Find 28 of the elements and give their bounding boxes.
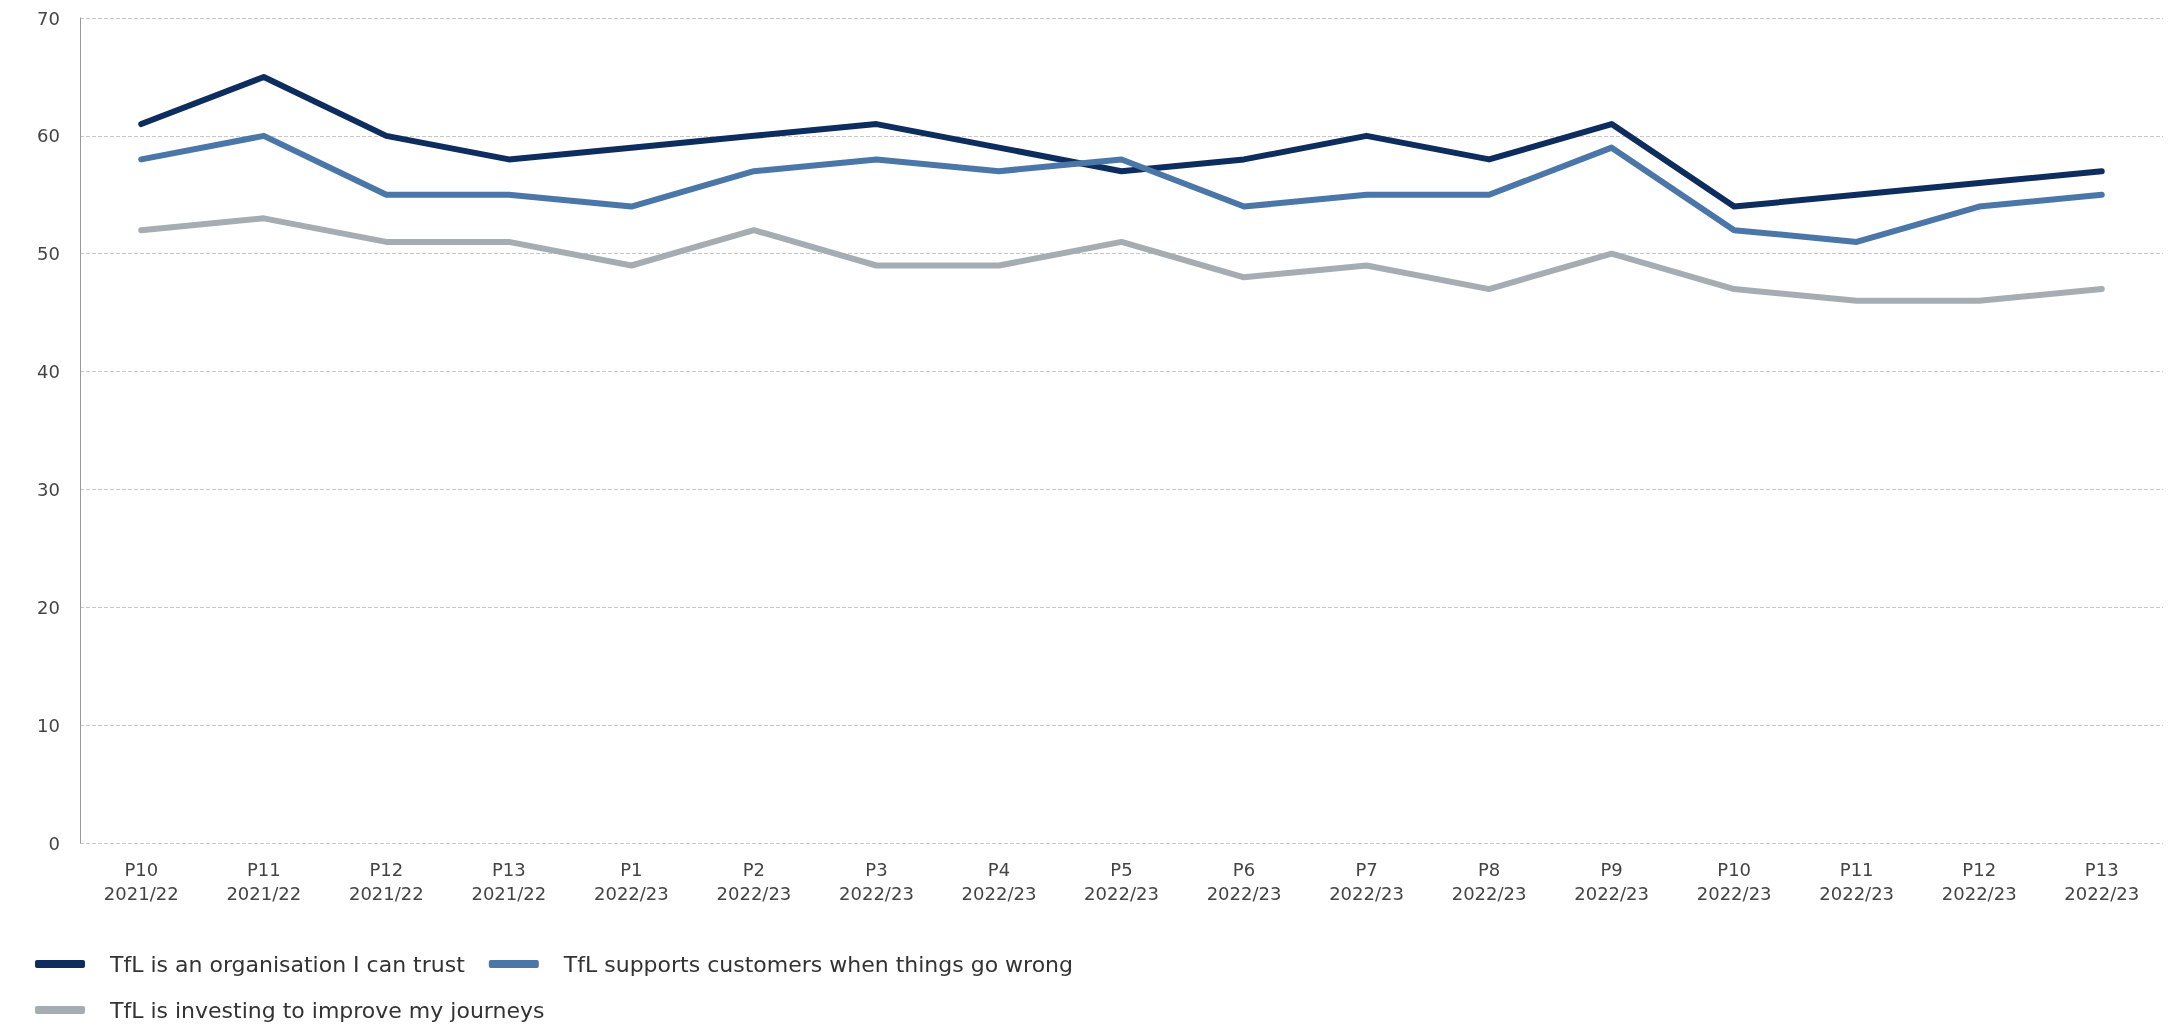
x-tick-label: P2 2022/23 [716,858,792,904]
x-tick-label: P8 2022/23 [1451,858,1527,904]
x-tick-label: P5 2022/23 [1084,858,1159,904]
x-tick-label: P11 2022/23 [1819,858,1895,904]
x-tick-label: P1 2022/23 [593,858,669,904]
x-tick-label: P12 2021/22 [348,858,424,904]
y-tick-label: 40 [37,361,60,383]
x-tick-label: P13 2022/23 [2064,858,2140,904]
x-tick-label: P4 2022/23 [961,858,1037,904]
x-tick-label: P11 2021/22 [226,858,302,904]
legend-label: TfL is investing to improve my journeys [109,997,545,1023]
x-tick-label: P10 2021/22 [103,858,179,904]
x-tick-label: P7 2022/23 [1329,858,1404,904]
x-tick-label: P3 2022/23 [839,858,914,904]
legend-label: TfL is an organisation I can trust [109,951,466,977]
x-tick-label: P13 2021/22 [471,858,547,904]
y-tick-label: 60 [37,125,60,147]
y-tick-label: 70 [37,7,60,29]
x-tick-label: P12 2022/23 [1941,858,2017,904]
y-tick-label: 0 [48,832,60,854]
y-tick-label: 30 [37,478,60,500]
y-tick-label: 50 [37,243,60,265]
x-tick-label: P6 2022/23 [1206,858,1282,904]
x-tick-label: P9 2022/23 [1574,858,1650,904]
x-tick-label: P10 2022/23 [1696,858,1772,904]
legend-label: TfL supports customers when things go wrong [562,951,1074,977]
y-tick-label: 10 [37,714,60,736]
y-tick-label: 20 [37,596,60,618]
